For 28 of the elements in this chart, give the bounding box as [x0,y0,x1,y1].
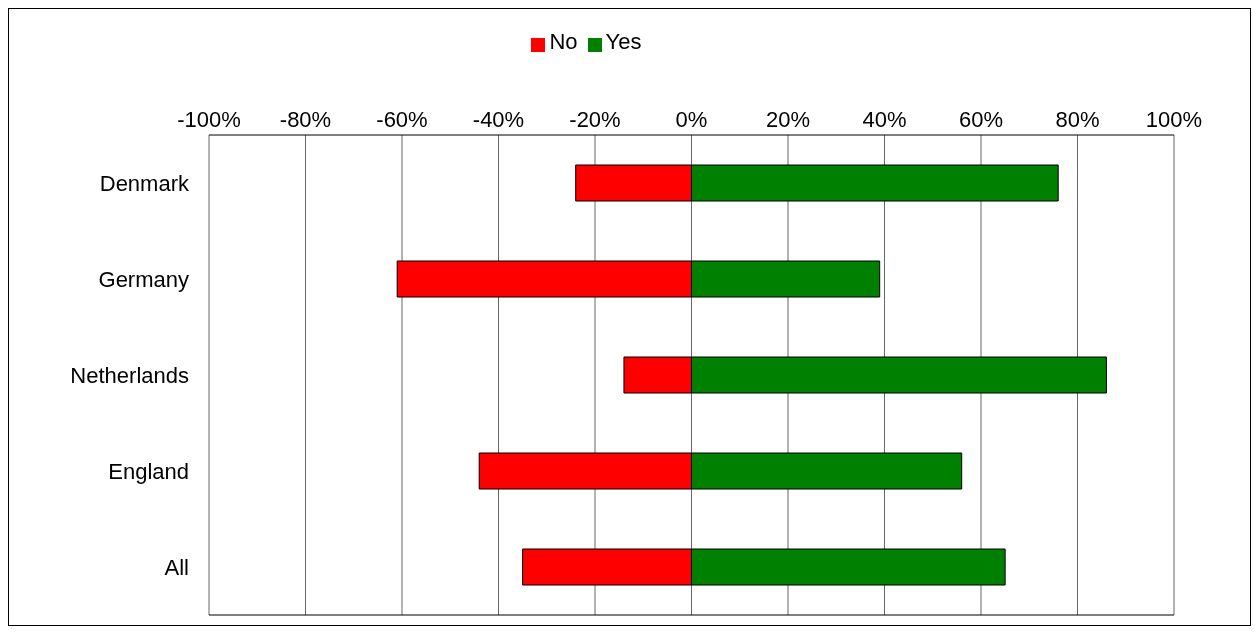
y-tick-label: Netherlands [70,362,189,388]
x-tick-label: 60% [958,107,1004,132]
bar [478,452,692,490]
legend-label: No [549,29,578,54]
x-tick-label: 80% [1055,107,1100,132]
x-tick-label: -20% [569,107,621,132]
bar [691,164,1059,202]
x-tick-label: -100% [177,107,241,132]
bar [522,548,692,586]
y-tick-label: Denmark [99,170,190,196]
x-tick-label: 0% [675,107,708,132]
bar [396,260,692,298]
y-tick-label: England [108,458,189,484]
x-tick-label: 20% [765,107,811,132]
x-tick-label: -60% [376,107,428,132]
bar [691,548,1006,586]
x-tick-label: -80% [279,107,332,132]
legend-label: Yes [605,29,642,54]
x-tick-label: 100% [1145,107,1203,132]
bar [623,356,692,394]
y-tick-label: All [164,554,189,580]
x-tick-label: -40% [472,107,525,132]
bar [691,452,963,490]
x-tick-label: 40% [862,107,907,132]
bar [691,260,881,298]
bar [575,164,692,202]
bar [691,356,1107,394]
y-tick-label: Germany [98,266,189,292]
